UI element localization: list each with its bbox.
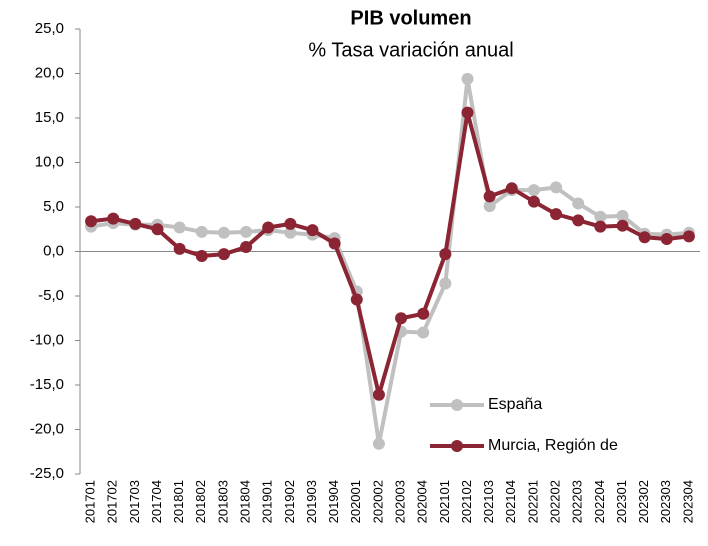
point xyxy=(572,214,585,227)
x-tick-label: 201702 xyxy=(105,480,120,523)
point xyxy=(682,230,695,243)
y-tick-label: 0,0 xyxy=(43,242,64,259)
point xyxy=(173,242,186,255)
x-tick-label: 202103 xyxy=(481,480,496,523)
point xyxy=(107,212,120,225)
point xyxy=(572,197,585,210)
point xyxy=(85,215,98,228)
point xyxy=(284,226,297,239)
x-tick-label: 202303 xyxy=(658,480,673,523)
x-tick-label: 202101 xyxy=(437,480,452,523)
point xyxy=(483,200,496,213)
x-tick-label: 201801 xyxy=(171,480,186,523)
point xyxy=(660,233,673,246)
point xyxy=(417,326,430,339)
point xyxy=(550,181,563,194)
y-tick-label: -25,0 xyxy=(30,465,64,482)
legend-marker xyxy=(451,399,463,411)
x-tick-label: 202104 xyxy=(503,480,518,523)
point xyxy=(594,220,607,233)
legend-marker xyxy=(451,440,463,452)
point xyxy=(616,209,629,222)
x-tick-label: 202004 xyxy=(415,480,430,523)
chart-title: PIB volumen xyxy=(350,7,471,29)
point xyxy=(439,277,452,290)
point xyxy=(439,248,452,261)
point xyxy=(616,219,629,232)
y-tick-label: 25,0 xyxy=(35,20,64,37)
point xyxy=(262,221,275,234)
y-tick-label: -15,0 xyxy=(30,376,64,393)
point xyxy=(461,106,474,119)
point xyxy=(217,248,230,261)
x-tick-label: 202003 xyxy=(393,480,408,523)
y-tick-label: 5,0 xyxy=(43,198,64,215)
point xyxy=(372,388,385,401)
x-tick-label: 201804 xyxy=(238,480,253,523)
point xyxy=(594,210,607,223)
x-tick-label: 202204 xyxy=(592,480,607,523)
series-line xyxy=(90,110,690,397)
point xyxy=(372,437,385,450)
series-line xyxy=(90,76,690,446)
point xyxy=(240,225,253,238)
point xyxy=(195,225,208,238)
point xyxy=(151,223,164,236)
legend-label: Murcia, Región de xyxy=(488,437,618,454)
point xyxy=(217,226,230,239)
x-tick-label: 202201 xyxy=(525,480,540,523)
x-tick-label: 202304 xyxy=(680,480,695,523)
x-tick-label: 201901 xyxy=(260,480,275,523)
x-tick-label: 202002 xyxy=(370,480,385,523)
point xyxy=(195,249,208,262)
legend-label: España xyxy=(488,396,542,413)
y-tick-label: -10,0 xyxy=(30,331,64,348)
x-tick-label: 201904 xyxy=(326,480,341,523)
y-tick-label: 20,0 xyxy=(35,64,64,81)
x-tick-label: 202301 xyxy=(614,480,629,523)
x-tick-label: 201903 xyxy=(304,480,319,523)
point xyxy=(505,182,518,195)
point xyxy=(173,221,186,234)
point xyxy=(483,190,496,203)
x-tick-label: 201803 xyxy=(215,480,230,523)
x-tick-label: 202203 xyxy=(570,480,585,523)
x-tick-label: 201704 xyxy=(149,480,164,523)
x-tick-label: 201701 xyxy=(83,480,98,523)
x-tick-label: 202202 xyxy=(548,480,563,523)
point xyxy=(240,241,253,254)
x-tick-label: 202001 xyxy=(348,480,363,523)
y-tick-label: -5,0 xyxy=(38,287,64,304)
x-tick-label: 201902 xyxy=(282,480,297,523)
x-tick-label: 201802 xyxy=(193,480,208,523)
y-tick-label: -20,0 xyxy=(30,420,64,437)
chart-subtitle: % Tasa variación anual xyxy=(308,39,513,61)
y-tick-label: 15,0 xyxy=(35,109,64,126)
point xyxy=(527,195,540,208)
point xyxy=(306,224,319,237)
point xyxy=(328,237,341,250)
x-tick-label: 201703 xyxy=(127,480,142,523)
point xyxy=(129,217,142,230)
point xyxy=(284,217,297,230)
point xyxy=(638,231,651,244)
point xyxy=(527,184,540,197)
x-tick-label: 202102 xyxy=(459,480,474,523)
y-tick-label: 10,0 xyxy=(35,153,64,170)
point xyxy=(461,72,474,85)
point xyxy=(350,293,363,306)
point xyxy=(395,312,408,325)
x-tick-label: 202302 xyxy=(636,480,651,523)
point xyxy=(417,307,430,320)
point xyxy=(550,208,563,221)
